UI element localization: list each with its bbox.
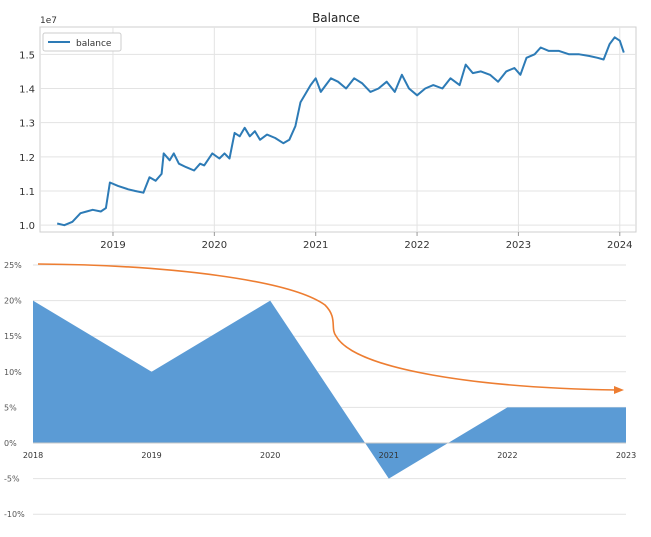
balance-line-layer [56, 36, 625, 227]
x-tick-label: 2022 [404, 240, 429, 251]
legend-label: balance [76, 39, 112, 49]
y-tick-label: 1.1 [19, 187, 35, 198]
trend-arrow-layer [37, 263, 624, 394]
chart-title: Balance [312, 11, 360, 25]
x-tick-label: 2023 [616, 451, 636, 460]
x-tick-label: 2023 [506, 240, 531, 251]
y-tick-label: 10% [4, 368, 22, 377]
area-series [33, 300, 626, 479]
y-tick-label: -5% [4, 475, 20, 484]
y-tick-label: -10% [4, 510, 25, 519]
legend-box [42, 32, 122, 52]
y-tick-label: 1.0 [19, 221, 35, 232]
balance-plot-area [39, 26, 637, 233]
percent-area-layer [33, 300, 626, 479]
y-tick-label: 1.5 [19, 50, 35, 61]
y-tick-label: 5% [4, 403, 17, 412]
x-tick-label: 2022 [497, 451, 517, 460]
series-line-balance [56, 36, 625, 227]
y-tick-label: 25% [4, 261, 22, 270]
balance-chart: 1.0 1.1 1.2 1.3 1.4 1.5 2019 2020 2021 2022 2023 20… [19, 11, 637, 251]
y-tick-label: 0% [4, 439, 17, 448]
balance-ticks: 1.0 1.1 1.2 1.3 1.4 1.5 2019 2020 2021 2022 2023 20… [19, 50, 632, 251]
x-tick-label: 2021 [379, 451, 399, 460]
y-tick-label: 15% [4, 332, 22, 341]
y-tick-label: 20% [4, 297, 22, 306]
y-tick-label: 1.3 [19, 119, 35, 130]
x-tick-label: 2019 [141, 451, 161, 460]
x-tick-label: 2024 [607, 240, 632, 251]
x-tick-label: 2019 [100, 240, 125, 251]
x-tick-label: 2020 [260, 451, 280, 460]
x-tick-label: 2018 [23, 451, 43, 460]
y-tick-label: 1.2 [19, 153, 35, 164]
percent-area-chart: 25% 20% 15% 10% 5% 0% -5% -10% 2018 2019 2020 2021 2… [4, 261, 636, 519]
y-tick-label: 1.4 [19, 85, 35, 96]
percent-ticks: 25% 20% 15% 10% 5% 0% -5% -10% 2018 2019 2020 2021 2… [4, 261, 636, 519]
trend-arrow-line [37, 263, 618, 391]
y-scale-label: 1e7 [40, 16, 57, 26]
trend-arrow-head [614, 386, 624, 394]
x-tick-label: 2021 [303, 240, 328, 251]
legend: balance [42, 32, 122, 52]
x-tick-label: 2020 [202, 240, 227, 251]
